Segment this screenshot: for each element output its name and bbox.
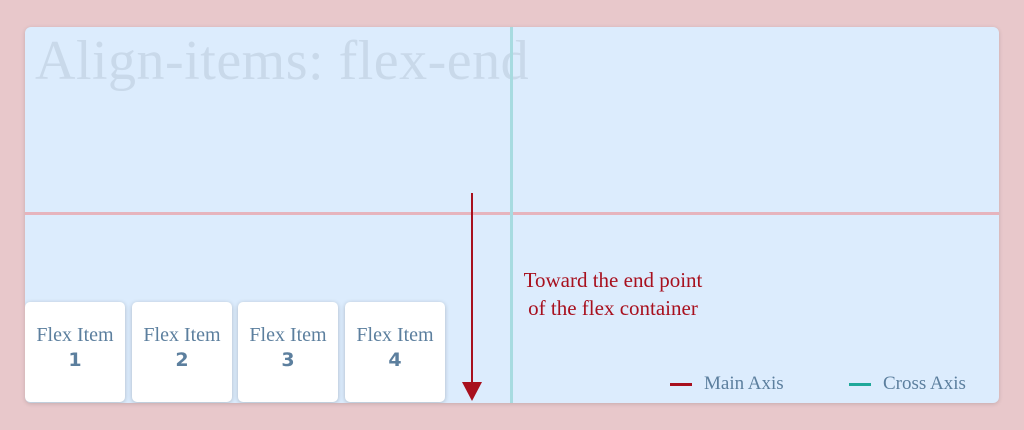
flex-item-number: 4	[388, 349, 402, 371]
flex-item-number: 1	[68, 349, 82, 371]
annotation-line-1: Toward the end point	[523, 268, 703, 292]
legend-cross-axis-label: Cross Axis	[883, 373, 966, 394]
flex-container: Align-items: flex-end Flex Item 1 Flex I…	[25, 27, 999, 403]
flex-item-number: 2	[175, 349, 189, 371]
legend-cross-axis: Cross Axis	[849, 372, 966, 396]
diagram-title: Align-items: flex-end	[35, 30, 530, 92]
flex-item-label: Flex Item	[249, 324, 327, 346]
flex-item-label: Flex Item	[143, 324, 221, 346]
direction-arrow-shaft	[471, 193, 473, 383]
flex-item-1: Flex Item 1	[25, 302, 125, 402]
main-axis-swatch	[670, 382, 692, 386]
flex-item-number: 3	[281, 349, 295, 371]
flex-item-3: Flex Item 3	[238, 302, 338, 402]
direction-annotation: Toward the end point of the flex contain…	[473, 266, 753, 322]
flex-item-4: Flex Item 4	[345, 302, 445, 402]
arrow-down-icon	[462, 382, 482, 401]
flex-item-2: Flex Item 2	[132, 302, 232, 402]
legend-main-axis: Main Axis	[670, 372, 784, 396]
cross-axis-line	[510, 27, 513, 403]
flex-item-label: Flex Item	[36, 324, 114, 346]
flex-item-label: Flex Item	[356, 324, 434, 346]
annotation-line-2: of the flex container	[528, 296, 698, 320]
legend-main-axis-label: Main Axis	[704, 373, 784, 394]
cross-axis-swatch	[849, 382, 871, 386]
